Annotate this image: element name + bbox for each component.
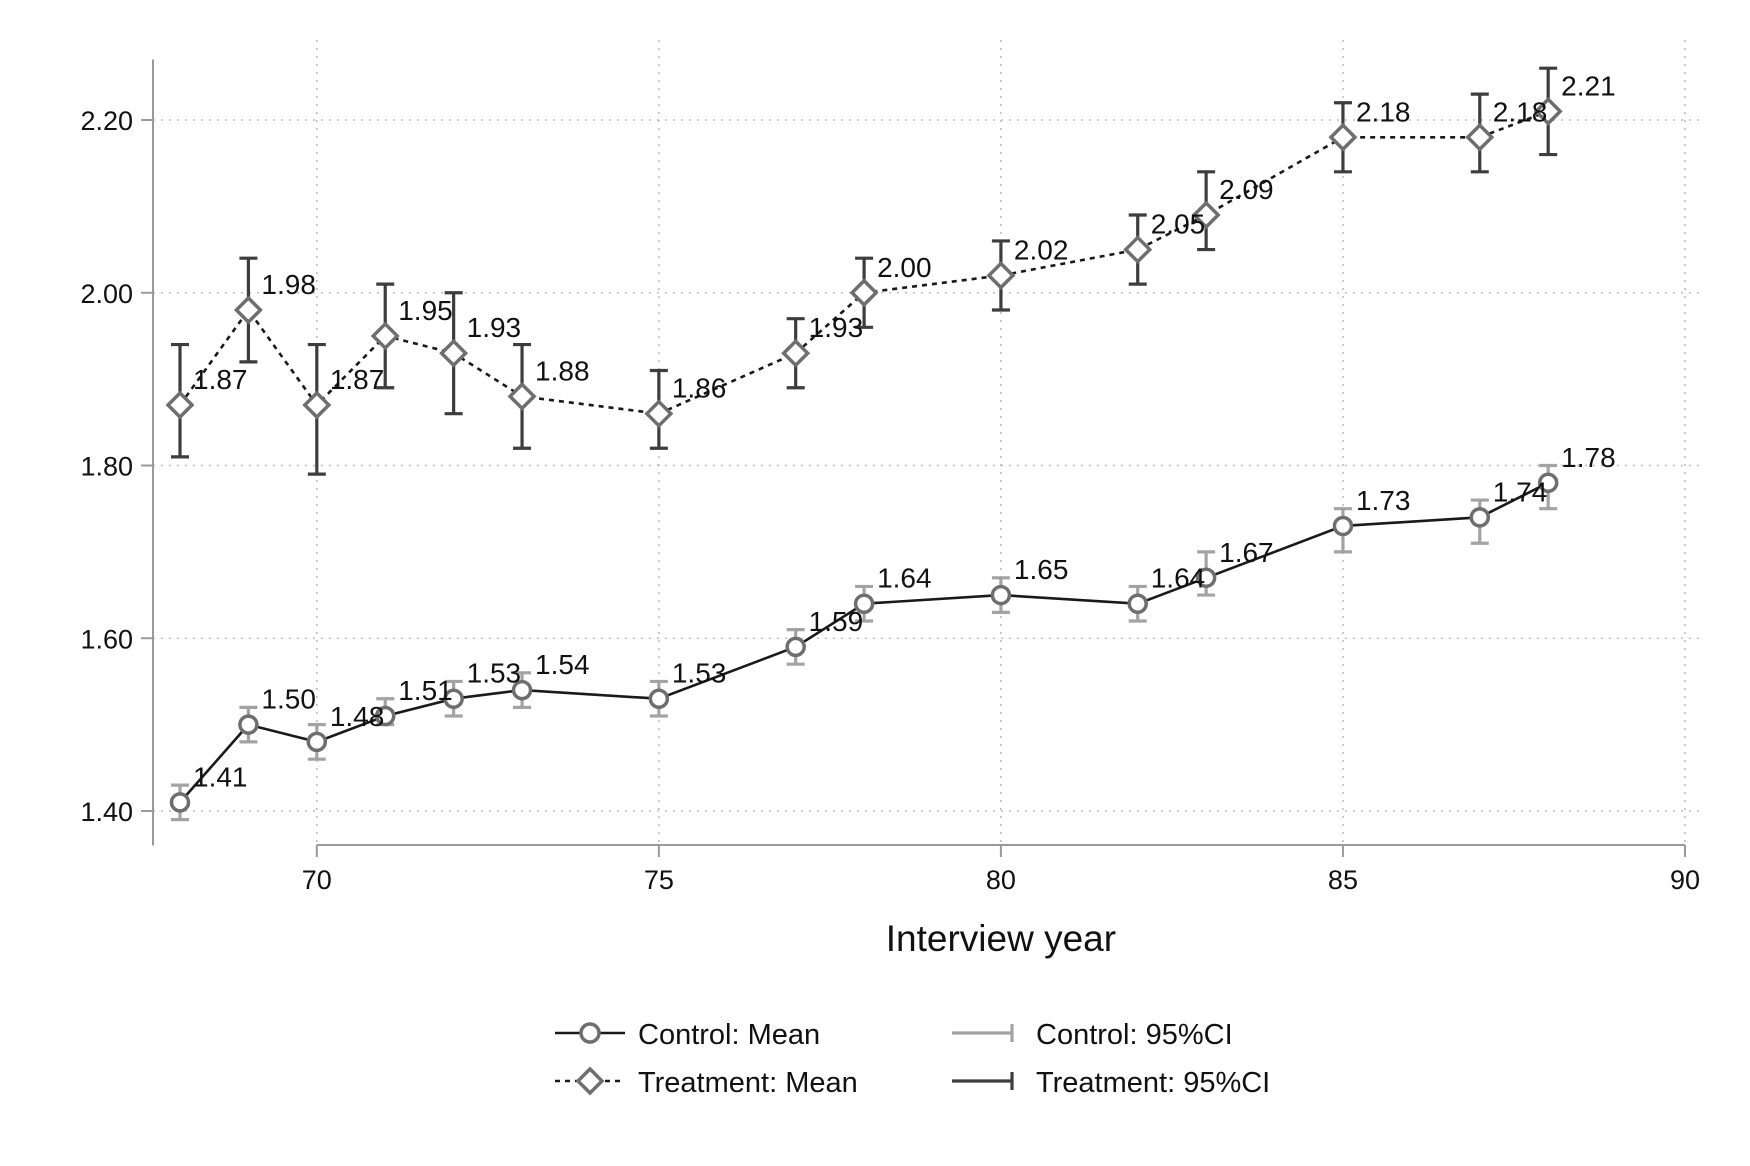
x-tick-label: 85 [1328,865,1358,895]
series-layer [165,66,1563,822]
legend-control-ci-label: Control: 95%CI [1036,1019,1233,1051]
legend: Control: Mean Treatment: Mean Control: 9… [555,1019,1270,1099]
control-data-label: 1.54 [535,649,590,680]
y-tick-label: 1.80 [80,452,133,482]
legend-item-treatment-mean: Treatment: Mean [555,1066,858,1099]
control-data-label: 1.65 [1014,554,1069,585]
control-mean-point [169,792,191,813]
control-data-label: 1.41 [193,761,248,792]
control-mean-point [648,688,670,709]
data-labels: 1.41 1.50 1.48 1.51 1.53 1.54 1.53 1.59 1.64 1.65… [193,70,1616,792]
treatment-mean-point [1123,235,1153,265]
control-mean-point [1127,593,1148,614]
control-mean-point [306,731,328,753]
treatment-mean-point [781,338,811,368]
legend-treatment-mean-marker-icon [575,1066,605,1096]
control-mean-point [1537,472,1559,494]
treatment-data-label: 1.87 [193,364,248,395]
control-mean-point [1332,515,1354,537]
control-mean-point [443,688,464,709]
treatment-series [165,66,1563,476]
control-data-label: 1.53 [672,658,727,689]
gridlines [153,40,1705,845]
control-mean-point [990,584,1012,606]
control-mean-point [238,714,259,735]
y-tick-label: 2.00 [80,279,133,309]
control-data-label: 1.64 [1151,563,1206,594]
treatment-mean-point [439,338,469,368]
treatment-mean-point [302,390,332,420]
treatment-data-label: 2.05 [1151,209,1206,240]
treatment-data-label: 1.86 [672,373,727,404]
legend-item-treatment-ci: Treatment: 95%CI [952,1067,1270,1099]
treatment-data-label: 2.18 [1356,96,1411,127]
treatment-data-label: 1.88 [535,355,590,386]
treatment-mean-point [986,261,1016,290]
control-mean-point [1195,567,1217,589]
y-axis-ticks: 1.40 1.60 1.80 2.00 2.20 [80,106,153,827]
treatment-data-label: 2.18 [1493,96,1548,127]
control-mean-point [1469,507,1491,528]
treatment-data-label: 2.00 [877,252,932,283]
legend-treatment-mean-label: Treatment: Mean [638,1067,858,1099]
legend-control-mean-marker-icon [579,1022,601,1044]
control-data-label: 1.48 [330,701,385,732]
control-mean-point [374,705,396,727]
x-tick-label: 70 [302,865,332,895]
control-mean-point [853,593,875,614]
treatment-data-label: 2.21 [1561,70,1616,101]
treatment-data-label: 2.09 [1219,174,1274,205]
treatment-mean-point [1533,96,1563,126]
treatment-data-label: 1.93 [467,312,522,343]
x-tick-label: 80 [986,865,1016,895]
x-tick-label: 75 [644,865,674,895]
legend-item-control-mean: Control: Mean [555,1019,820,1051]
treatment-data-label: 1.98 [261,269,316,300]
control-mean-point [511,679,533,701]
control-data-label: 1.78 [1561,442,1616,473]
treatment-data-label: 1.87 [330,364,385,395]
x-axis-ticks: 70 75 80 85 90 [302,845,1700,895]
control-mean-point [785,636,806,658]
control-data-label: 1.74 [1493,476,1548,507]
control-data-label: 1.51 [398,675,453,706]
treatment-data-label: 1.93 [809,312,864,343]
y-tick-label: 2.20 [80,106,133,136]
control-series [169,463,1559,822]
control-data-label: 1.64 [877,563,932,594]
control-data-label: 1.50 [261,684,316,715]
legend-item-control-ci: Control: 95%CI [952,1019,1233,1051]
y-tick-label: 1.40 [80,797,133,827]
treatment-mean-point [1191,200,1221,230]
control-data-label: 1.67 [1219,537,1274,568]
treatment-mean-point [165,390,195,420]
y-tick-label: 1.60 [80,624,133,654]
treatment-mean-point [370,321,400,351]
legend-control-mean-label: Control: Mean [638,1019,820,1051]
treatment-data-label: 1.95 [398,295,453,326]
control-data-label: 1.53 [467,658,522,689]
x-axis-title: Interview year [886,918,1116,959]
control-data-label: 1.73 [1356,485,1411,516]
control-data-label: 1.59 [809,606,864,637]
treatment-mean-point [507,381,537,411]
treatment-data-label: 2.02 [1014,234,1069,265]
x-tick-label: 90 [1670,865,1700,895]
treatment-mean-point [1328,122,1358,152]
treatment-mean-point [849,278,879,308]
treatment-mean-point [1465,122,1495,152]
legend-treatment-ci-label: Treatment: 95%CI [1036,1067,1270,1099]
treatment-mean-point [233,295,263,325]
treatment-mean-point [644,399,674,429]
